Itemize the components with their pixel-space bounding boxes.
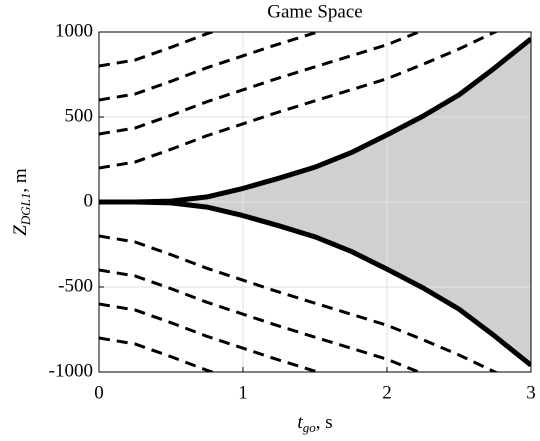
x-tick-label: 1 (238, 382, 248, 403)
x-label-unit: , s (316, 412, 333, 433)
dashed-trajectory (99, 32, 499, 170)
y-axis-label: ZDGL1, m (10, 168, 33, 236)
x-tick-label: 0 (94, 382, 104, 403)
chart-title: Game Space (267, 1, 362, 22)
y-tick-label: 0 (84, 190, 94, 211)
x-label-subscript: go (303, 420, 317, 435)
x-tick-label: 2 (382, 382, 392, 403)
dashed-trajectory (99, 336, 217, 372)
y-label-unit: , m (10, 168, 31, 193)
dashed-trajectory (99, 32, 217, 68)
x-label-symbol: t (297, 412, 303, 433)
plot-area (99, 32, 531, 372)
dashed-trajectory (99, 32, 423, 136)
y-tick-label: -1000 (49, 360, 93, 381)
y-tick-label: 1000 (55, 20, 93, 41)
y-label-subscript: DGL1 (18, 193, 33, 227)
y-tick-label: 500 (65, 105, 94, 126)
x-tick-label: 3 (526, 382, 536, 403)
dashed-trajectory (99, 234, 499, 372)
boundary-line (99, 199, 531, 368)
dashed-trajectory (99, 268, 423, 372)
x-axis-label: tgo, s (297, 412, 332, 435)
y-tick-label: -500 (58, 275, 93, 296)
dashed-trajectory (99, 302, 323, 372)
dashed-trajectory (99, 32, 323, 102)
y-label-symbol: Z (10, 225, 31, 236)
axes-frame (98, 31, 532, 373)
